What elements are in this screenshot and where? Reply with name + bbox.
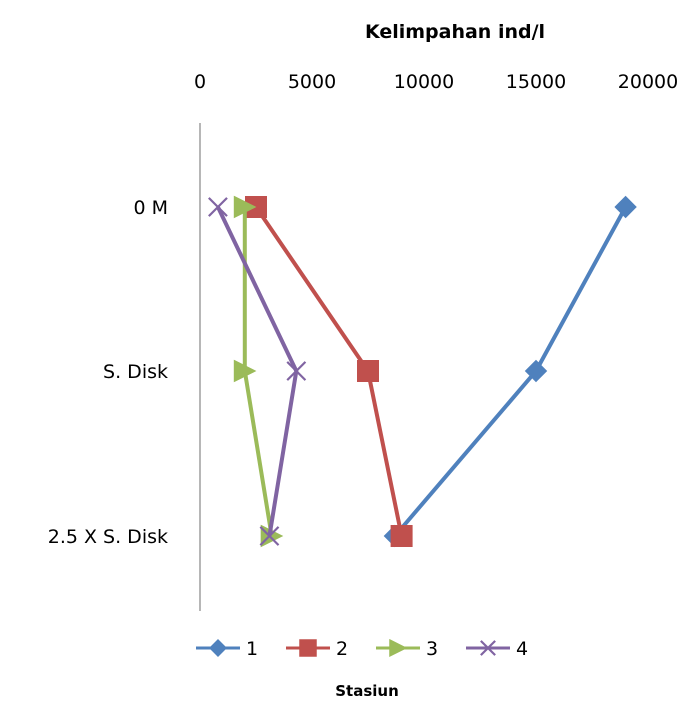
series-4-marker [208, 197, 228, 217]
category-label: 2.5 X S. Disk [48, 526, 168, 548]
category-label: 0 M [133, 197, 168, 219]
legend-marker-4 [480, 640, 496, 656]
legend-group: 1 2 3 4 Stasiun [196, 638, 528, 700]
legend-marker-3 [389, 638, 408, 658]
legend-marker-2 [299, 639, 317, 657]
legend-label: 1 [246, 638, 258, 660]
series-3-marker [233, 195, 257, 219]
legend-label: 4 [516, 638, 528, 660]
series-4-marker [259, 526, 280, 546]
series-1-marker [614, 195, 637, 219]
series-3-marker [233, 359, 257, 383]
axis-group: Kelimpahan ind/l 0 5000 10000 15000 20000 0 M S… [48, 21, 678, 611]
series-4-line [216, 206, 299, 537]
x-tick-label: 5000 [288, 71, 336, 93]
x-tick-label: 15000 [506, 71, 566, 93]
series-1-line [393, 206, 628, 538]
legend-label: 3 [426, 638, 438, 660]
series-2-marker [390, 525, 413, 547]
legend-marker-1 [209, 639, 227, 657]
series-1-marker [524, 359, 548, 383]
x-tick-label: 20000 [618, 71, 678, 93]
legend-title: Stasiun [335, 682, 399, 700]
x-tick-label: 10000 [394, 71, 454, 93]
x-axis-title: Kelimpahan ind/l [365, 21, 545, 43]
legend-label: 2 [336, 638, 348, 660]
category-label: S. Disk [103, 361, 168, 383]
series-4-marker [286, 361, 307, 381]
series-2-marker [357, 360, 379, 382]
series-group [208, 195, 637, 548]
x-tick-label: 0 [194, 71, 206, 93]
